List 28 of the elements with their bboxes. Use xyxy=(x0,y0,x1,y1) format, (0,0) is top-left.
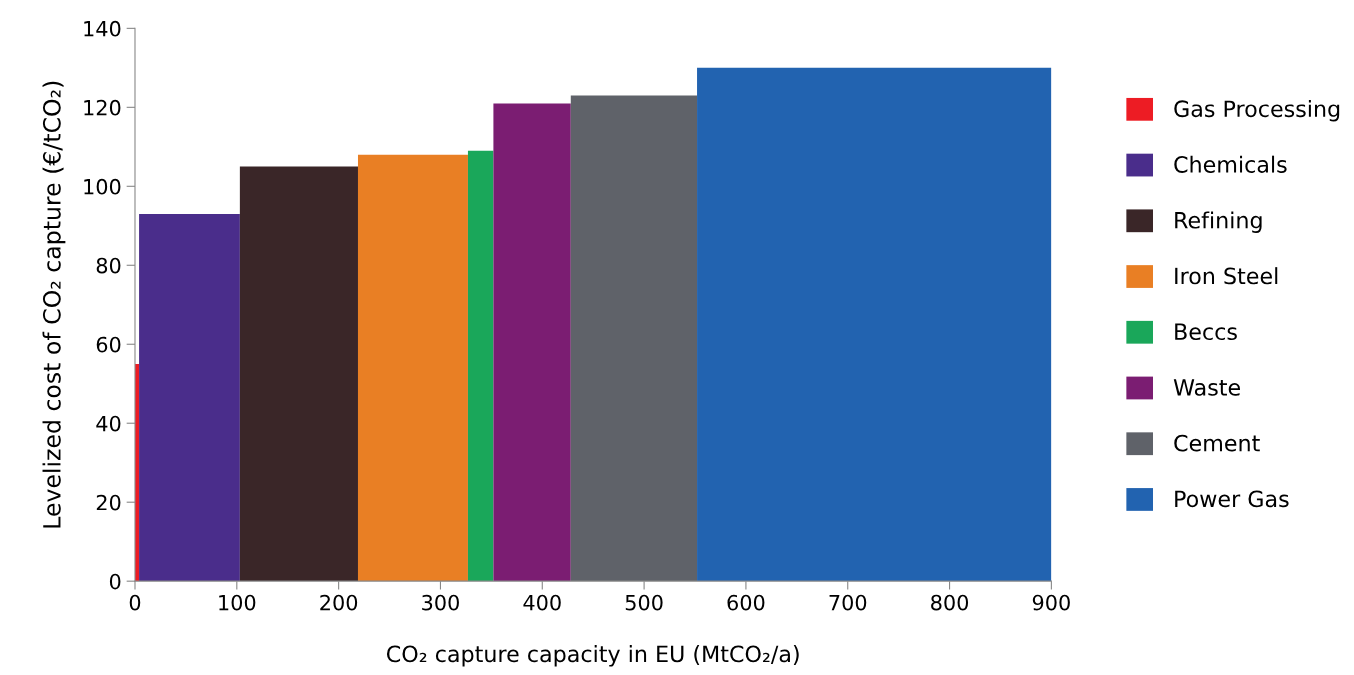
x-tick-label: 0 xyxy=(129,594,141,611)
y-tick-label: 20 xyxy=(96,494,121,511)
legend-label: Chemicals xyxy=(1174,155,1287,173)
y-tick-label: 140 xyxy=(84,20,121,37)
y-tick-label: 120 xyxy=(84,99,121,116)
y-tick-label: 60 xyxy=(96,336,121,353)
x-tick-label: 400 xyxy=(523,594,561,611)
legend-label: Waste xyxy=(1173,379,1240,396)
x-tick-label: 800 xyxy=(931,594,969,611)
x-tick-label: 600 xyxy=(727,594,765,611)
y-tick-label: 100 xyxy=(84,178,121,195)
x-tick-label: 300 xyxy=(422,594,459,611)
x-tick-label: 200 xyxy=(320,594,358,611)
x-tick-label: 900 xyxy=(1032,594,1070,611)
legend-label: Iron Steel xyxy=(1175,267,1278,285)
legend-label: Power Gas xyxy=(1175,490,1289,508)
y-axis-title: Levelized cost of CO₂ capture (€/tCO₂) xyxy=(42,81,66,528)
y-tick-label: 40 xyxy=(96,415,121,432)
legend-label: Refining xyxy=(1175,211,1262,233)
x-axis-title: CO₂ capture capacity in EU (MtCO₂/a) xyxy=(386,645,799,667)
y-tick-label: 80 xyxy=(96,257,121,274)
x-tick-label: 700 xyxy=(829,594,867,611)
legend-label: Cement xyxy=(1174,434,1260,452)
legend-label: Gas Processing xyxy=(1174,99,1340,122)
y-tick-label: 0 xyxy=(109,573,121,590)
x-tick-label: 100 xyxy=(219,594,256,611)
legend-label: Beccs xyxy=(1175,323,1237,341)
x-tick-label: 500 xyxy=(625,594,663,611)
